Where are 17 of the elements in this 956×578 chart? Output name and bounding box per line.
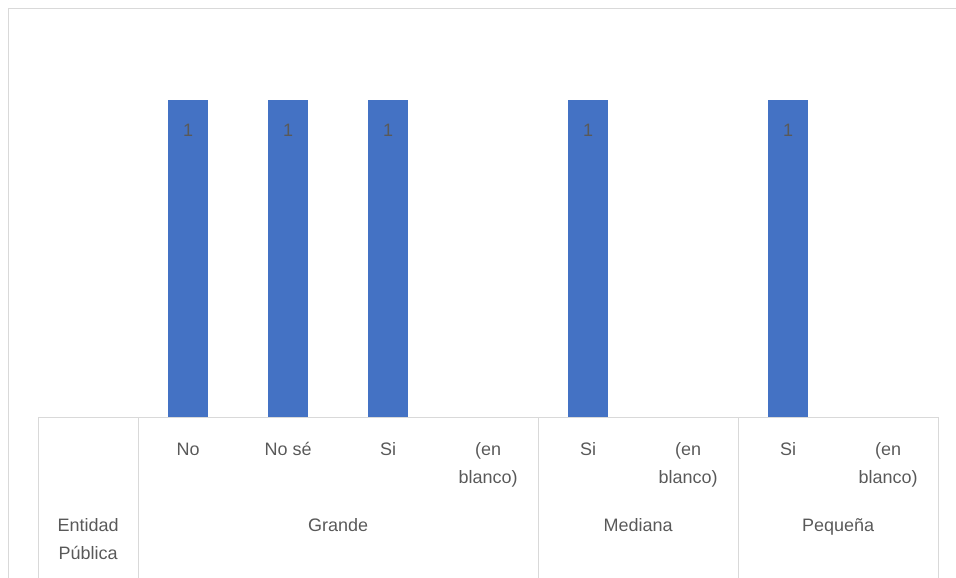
x-tick-label: Si <box>580 439 596 459</box>
x-tick-label: No <box>176 439 200 459</box>
x-tick-label: (en blanco) <box>458 439 518 487</box>
data-label: 1 <box>582 120 594 140</box>
data-label: 1 <box>382 120 394 140</box>
x-tick-label: Si <box>780 439 796 459</box>
text: Grande <box>308 515 368 535</box>
text: Entidad Pública <box>57 515 119 563</box>
x-tick-label: (en blanco) <box>858 439 918 487</box>
x-tick-label: No sé <box>264 439 312 459</box>
data-label: 1 <box>782 120 794 140</box>
x-tick-label: (en blanco) <box>658 439 718 487</box>
data-label: 1 <box>282 120 294 140</box>
text: Mediana <box>603 515 674 535</box>
text: Pequeña <box>802 515 876 535</box>
x-tick-label: Si <box>380 439 396 459</box>
data-label: 1 <box>182 120 194 140</box>
